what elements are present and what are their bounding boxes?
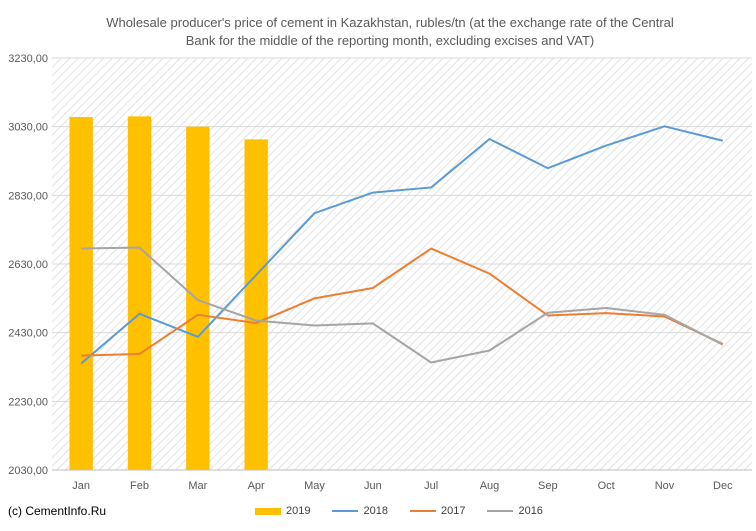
- line-2017: [81, 247, 724, 357]
- legend: 2019 2018 2017 2016: [255, 505, 543, 517]
- legend-swatch-2016: [487, 510, 514, 512]
- x-axis: Jan Feb Mar Apr May Jun Jul Aug Sep Oct Nov Dec: [52, 469, 752, 492]
- lines: [80, 125, 724, 365]
- x-tick-label: Oct: [598, 480, 615, 492]
- bars-2019: [69, 116, 268, 471]
- source-credit: (c) CementInfo.Ru: [8, 504, 107, 518]
- legend-item-2019: 2019: [255, 505, 310, 517]
- x-tick-label: Sep: [538, 480, 558, 492]
- legend-label-2016: 2016: [518, 505, 543, 517]
- y-tick-label: 2430,00: [8, 328, 48, 340]
- x-tick-label: Jul: [424, 480, 438, 492]
- x-tick-label: Aug: [480, 480, 500, 492]
- bar-2019-feb: [127, 116, 152, 470]
- x-tick-label: Jun: [364, 480, 382, 492]
- y-tick-label: 3230,00: [8, 53, 48, 65]
- legend-swatch-2017: [409, 510, 436, 512]
- legend-item-2017: 2017: [409, 505, 466, 517]
- chart-title: Wholesale producer's price of cement in …: [106, 15, 674, 48]
- x-tick-label: Mar: [188, 480, 207, 492]
- y-tick-label: 2830,00: [8, 190, 48, 202]
- line-2018: [80, 125, 724, 365]
- legend-label-2017: 2017: [440, 505, 466, 517]
- x-tick-label: Apr: [248, 480, 265, 492]
- bar-2019-apr: [244, 139, 268, 470]
- y-tick-label: 2030,00: [8, 465, 48, 477]
- x-tick-label: May: [304, 480, 325, 492]
- x-tick-label: Dec: [713, 480, 733, 492]
- legend-swatch-2019: [255, 507, 281, 515]
- line-2016: [81, 246, 724, 364]
- legend-label-2018: 2018: [363, 505, 388, 517]
- y-tick-label: 3030,00: [8, 122, 48, 134]
- legend-item-2018: 2018: [332, 505, 388, 517]
- x-tick-label: Jan: [72, 480, 90, 492]
- x-tick-label: Feb: [130, 480, 149, 492]
- x-tick-label: Nov: [655, 480, 675, 492]
- y-tick-label: 2230,00: [8, 396, 48, 408]
- legend-swatch-2018: [332, 510, 359, 512]
- legend-item-2016: 2016: [487, 505, 543, 517]
- y-axis: 2030,00 2230,00 2430,00 2630,00 2830,00 3030,…: [8, 53, 48, 477]
- gridlines: [52, 57, 752, 471]
- bar-2019-jan: [69, 117, 93, 470]
- y-tick-label: 2630,00: [8, 259, 48, 271]
- bar-2019-mar: [186, 126, 210, 471]
- legend-label-2019: 2019: [286, 505, 311, 517]
